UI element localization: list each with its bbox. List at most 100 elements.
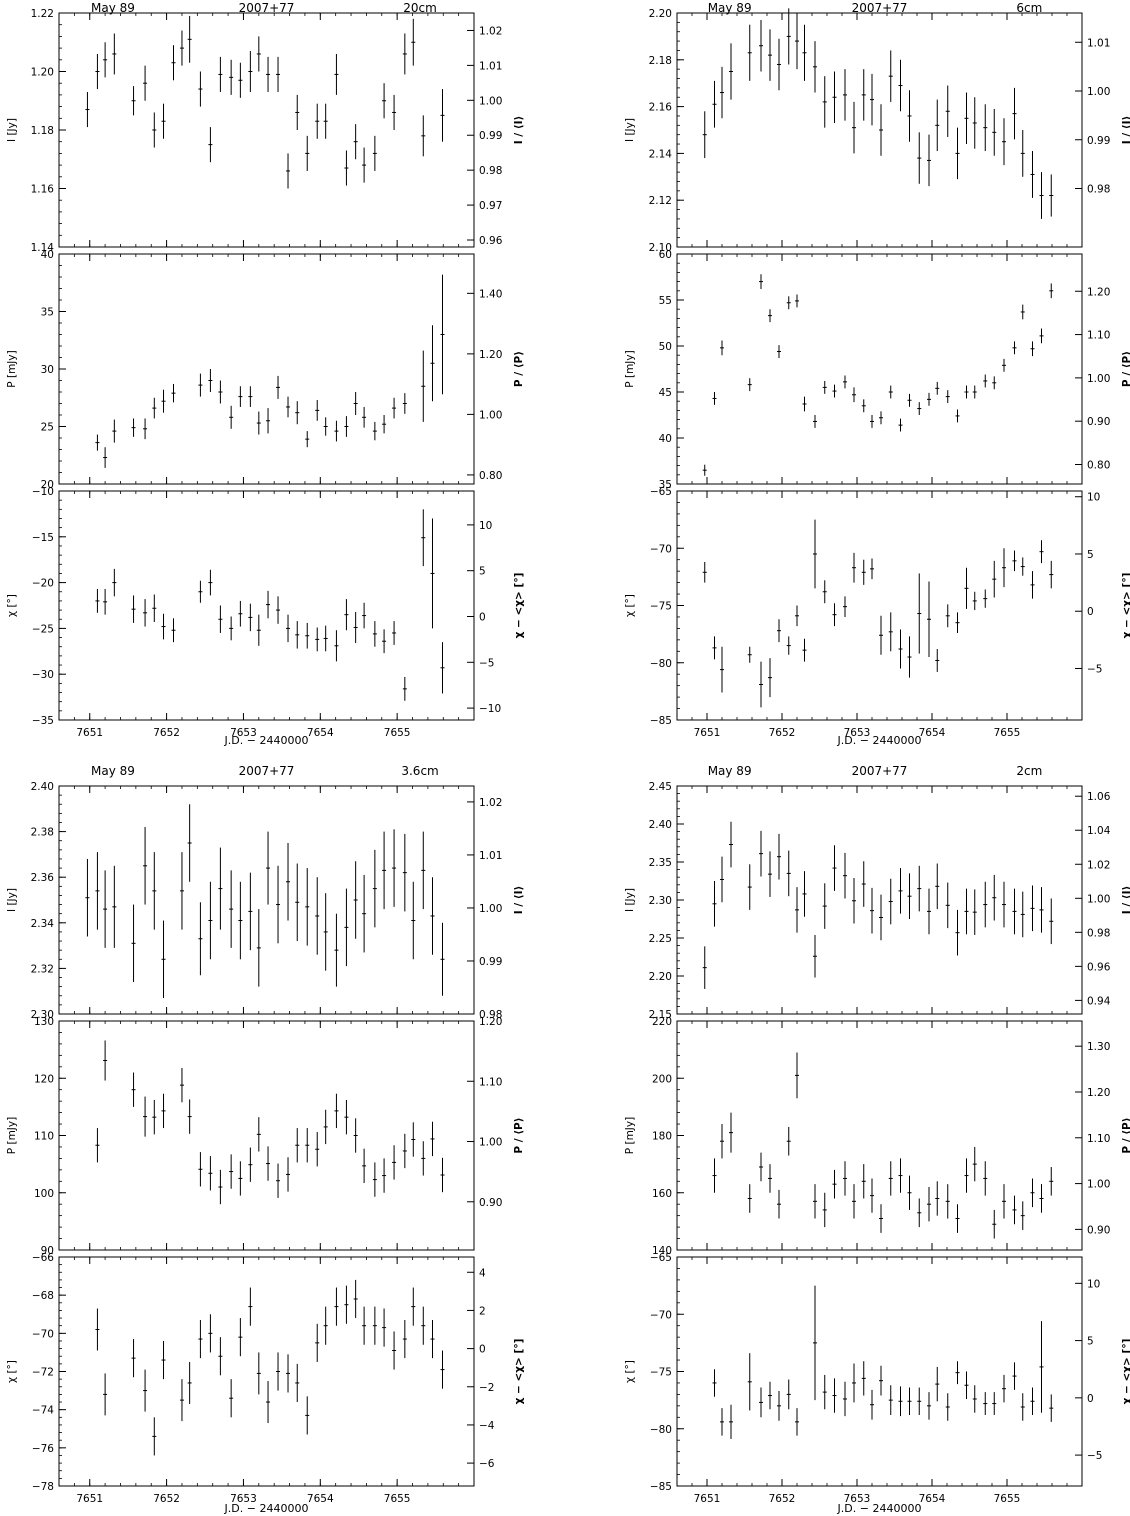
y-axis-label: I [Jy] — [624, 118, 636, 142]
y-tick-label: −74 — [32, 1405, 54, 1417]
y-axis-label-right: I / ⟨I⟩ — [513, 886, 525, 915]
y-right-tick-label: 1.00 — [479, 903, 502, 915]
chart-title-wavelength: 2cm — [1016, 764, 1042, 778]
x-tick-label: 7655 — [384, 1493, 411, 1505]
y-tick-label: 2.45 — [649, 781, 672, 793]
chart-title-wavelength: 6cm — [1016, 1, 1042, 15]
y-axis-label-right: I / ⟨I⟩ — [1121, 116, 1130, 145]
y-axis-label-right: χ − <χ> [°] — [1121, 1339, 1130, 1405]
y-right-tick-label: 1.10 — [1087, 1133, 1110, 1145]
x-tick-label: 7653 — [230, 727, 257, 739]
y-tick-label: −70 — [32, 1328, 54, 1340]
y-right-tick-label: 1.10 — [1087, 330, 1110, 342]
y-right-tick-label: 0.98 — [1087, 927, 1110, 939]
x-tick-label: 7654 — [919, 1493, 946, 1505]
y-tick-label: 1.16 — [31, 184, 55, 196]
y-tick-label: 200 — [652, 1073, 672, 1085]
y-right-tick-label: −5 — [1087, 1450, 1102, 1462]
y-right-tick-label: 1.00 — [1087, 86, 1110, 98]
x-tick-label: 7651 — [694, 727, 721, 739]
y-tick-label: −70 — [650, 543, 672, 555]
y-axis-label-right: P / ⟨P⟩ — [513, 1117, 525, 1153]
y-tick-label: 35 — [41, 307, 54, 319]
y-right-tick-label: −4 — [479, 1420, 495, 1432]
y-tick-label: 2.36 — [31, 872, 55, 884]
x-tick-label: 7651 — [694, 1493, 721, 1505]
y-right-tick-label: 0.99 — [479, 130, 502, 142]
y-tick-label: 60 — [659, 249, 672, 261]
y-right-tick-label: −5 — [1087, 663, 1102, 675]
x-axis-label: J.D. − 2440000 — [224, 1502, 309, 1515]
panel-2: 140 160 180 200 220 0.90 1.00 1.10 1.20 1.30 P [mJ… — [624, 1016, 1130, 1257]
y-right-tick-label: 1.00 — [479, 1137, 502, 1149]
chart-title-wavelength: 3.6cm — [401, 764, 438, 778]
y-tick-label: 55 — [659, 295, 672, 307]
y-right-tick-label: −2 — [479, 1382, 494, 1394]
y-axis-label: P [mJy] — [624, 1117, 636, 1154]
chart-1: May 89 2007+77 20cm 1.14 1.16 1.18 1.20 1.22 0.9… — [6, 1, 525, 747]
x-tick-label: 7654 — [307, 727, 334, 739]
y-right-tick-label: 0.99 — [479, 956, 502, 968]
y-right-tick-label: 1.01 — [1087, 37, 1110, 49]
y-right-tick-label: 1.06 — [1087, 791, 1111, 803]
y-tick-label: 2.20 — [649, 971, 672, 983]
y-tick-label: −80 — [650, 658, 672, 670]
panel-3: −85 −80 −75 −70 −65 −5 0 5 10 χ [°] χ − <χ> [°] 765… — [624, 486, 1130, 739]
y-tick-label: 25 — [41, 422, 54, 434]
chart-title-source: 2007+77 — [239, 764, 295, 778]
y-right-tick-label: 5 — [1087, 549, 1094, 561]
y-tick-label: 220 — [652, 1016, 672, 1028]
y-right-tick-label: 0 — [479, 611, 486, 623]
y-tick-label: −68 — [32, 1290, 54, 1302]
chart-title-source: 2007+77 — [852, 1, 908, 15]
y-tick-label: −85 — [650, 715, 672, 727]
y-tick-label: 30 — [41, 364, 54, 376]
y-axis-label: P [mJy] — [624, 350, 636, 387]
panel-frame — [58, 253, 475, 485]
y-tick-label: −78 — [32, 1481, 54, 1493]
y-axis-label-right: χ − <χ> [°] — [513, 573, 525, 639]
y-tick-label: 2.14 — [649, 148, 673, 160]
y-tick-label: 20 — [41, 479, 54, 491]
y-right-tick-label: 0.96 — [1087, 961, 1111, 973]
y-tick-label: 2.38 — [31, 827, 54, 839]
y-right-tick-label: −6 — [479, 1458, 495, 1470]
y-right-tick-label: 0 — [1087, 1393, 1094, 1405]
y-tick-label: 140 — [652, 1245, 672, 1257]
y-tick-label: −70 — [650, 1309, 672, 1321]
y-tick-label: −25 — [32, 623, 54, 635]
y-axis-label: χ [°] — [624, 1360, 636, 1383]
y-tick-label: −65 — [650, 1252, 672, 1264]
y-right-tick-label: 10 — [1087, 1278, 1100, 1290]
y-right-tick-label: 0.97 — [479, 200, 502, 212]
y-tick-label: 1.18 — [31, 125, 54, 137]
y-tick-label: 2.12 — [649, 195, 672, 207]
y-right-tick-label: 1.40 — [479, 288, 502, 300]
chart-title-date: May 89 — [91, 764, 135, 778]
x-tick-label: 7651 — [76, 1493, 103, 1505]
y-axis-label: I [Jy] — [6, 888, 18, 912]
panel-frame — [676, 1256, 1083, 1487]
y-tick-label: 2.10 — [649, 242, 672, 254]
y-right-tick-label: −10 — [479, 703, 501, 715]
x-tick-label: 7652 — [769, 727, 796, 739]
y-right-tick-label: 0.98 — [479, 1009, 502, 1021]
panel-2: 90 100 110 120 130 0.90 1.00 1.10 1.20 P [mJy] P /… — [6, 1016, 525, 1257]
panel-frame — [676, 12, 1083, 248]
y-tick-label: 2.40 — [649, 819, 672, 831]
y-right-tick-label: 2 — [479, 1305, 486, 1317]
y-tick-label: 2.16 — [649, 102, 673, 114]
y-right-tick-label: 0.90 — [1087, 416, 1110, 428]
y-tick-label: 50 — [659, 341, 672, 353]
x-tick-label: 7655 — [994, 1493, 1021, 1505]
chart-4: May 89 2007+77 2cm 2.15 2.20 2.25 2.30 2.35 2.40… — [624, 764, 1130, 1515]
x-tick-label: 7654 — [307, 1493, 334, 1505]
y-tick-label: 35 — [659, 479, 672, 491]
y-right-tick-label: 0.96 — [479, 235, 503, 247]
y-right-tick-label: 1.20 — [479, 1016, 502, 1028]
y-axis-label-right: χ − <χ> [°] — [513, 1339, 525, 1405]
y-tick-label: 2.32 — [31, 963, 54, 975]
x-tick-label: 7651 — [76, 727, 103, 739]
y-right-tick-label: 1.30 — [1087, 1041, 1110, 1053]
